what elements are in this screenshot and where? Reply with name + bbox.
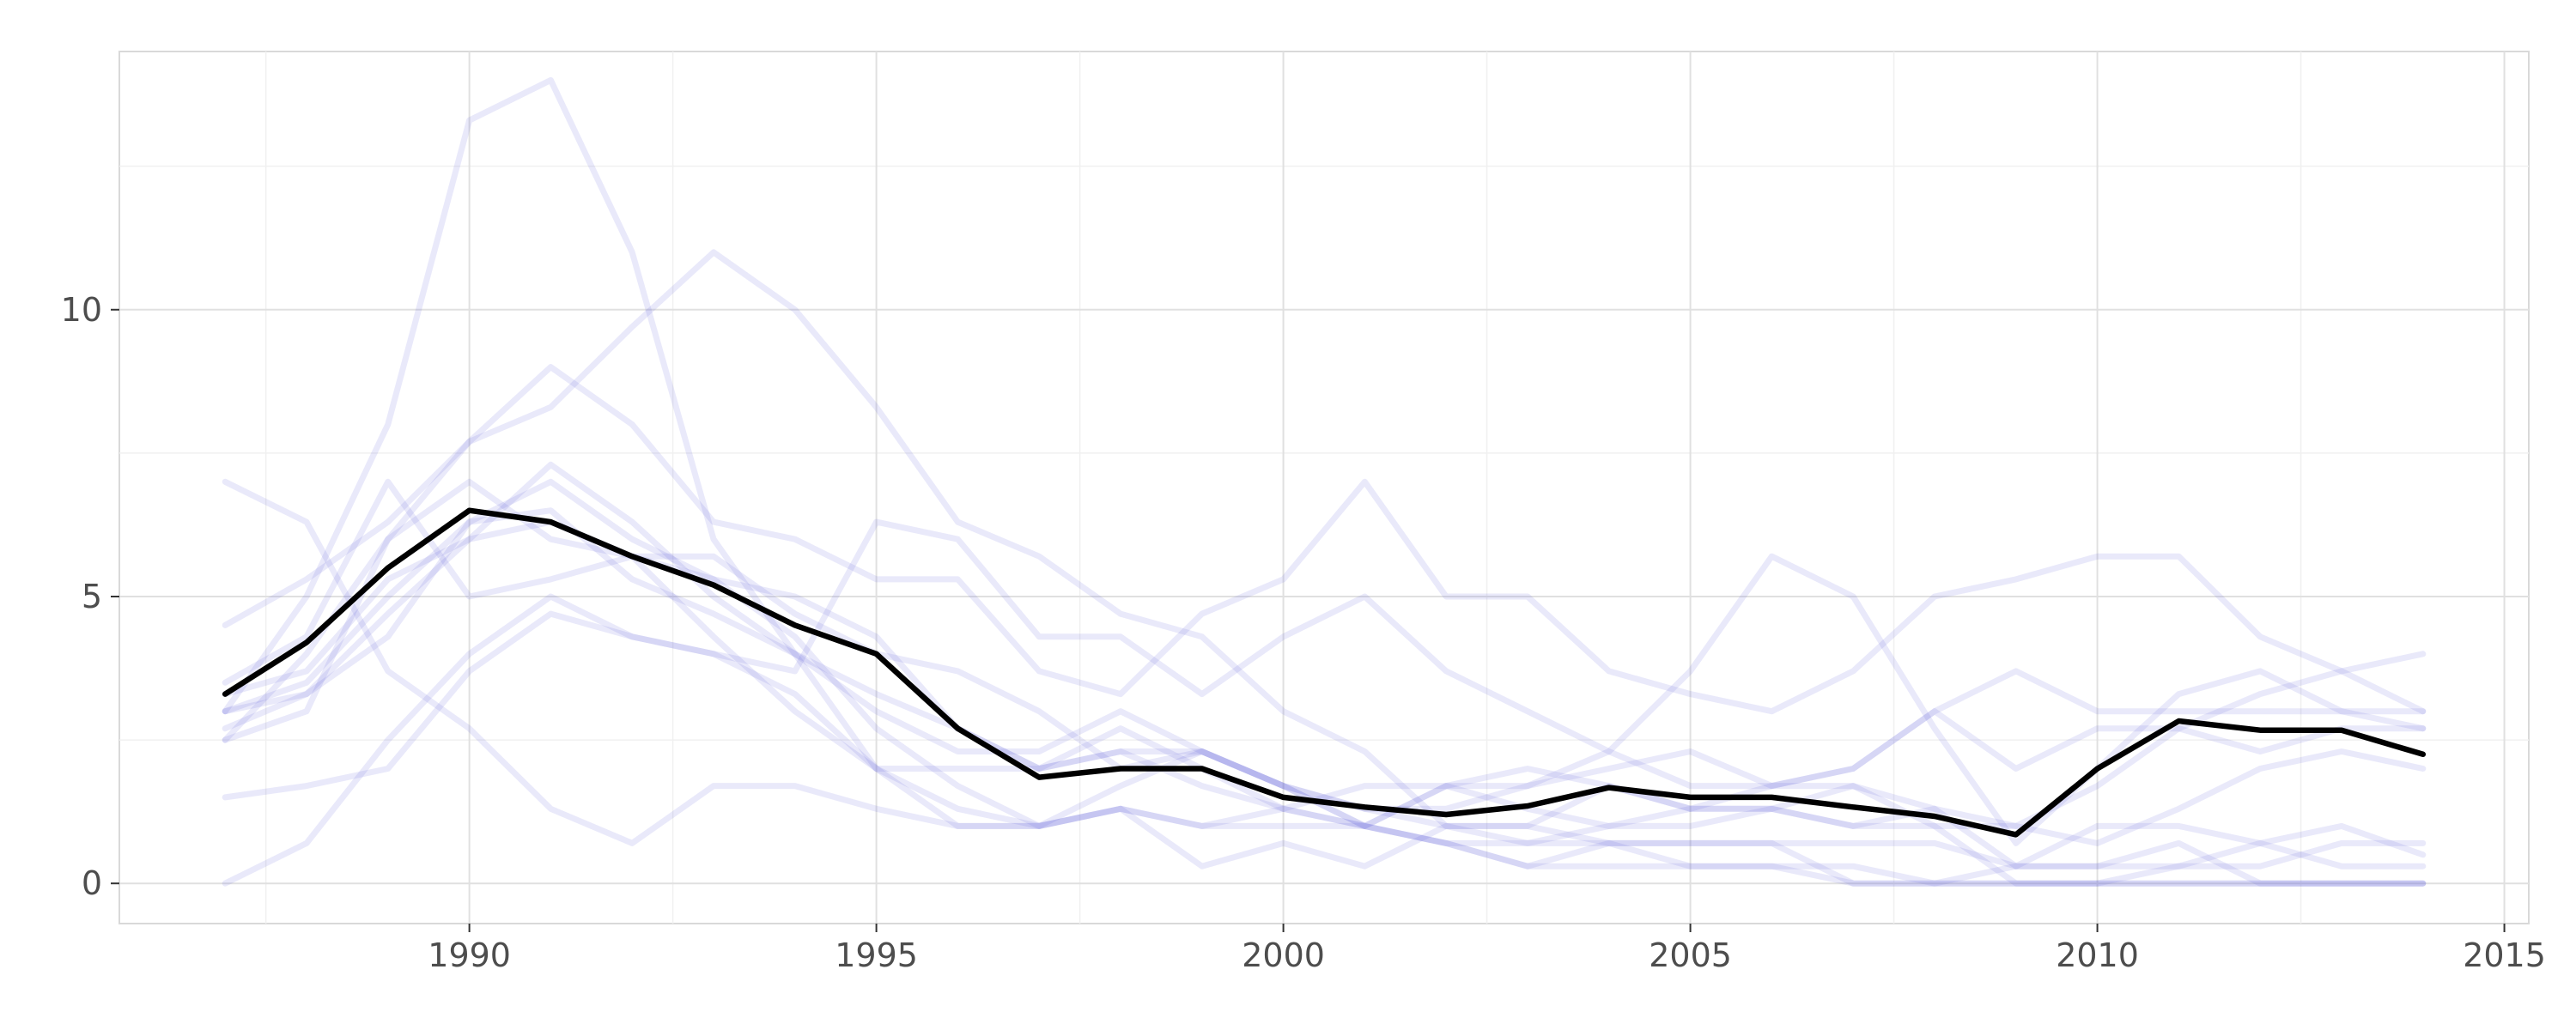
background-series-line-1 (222, 593, 2427, 887)
x-tick-label: 2010 (2056, 936, 2139, 974)
highlight-series-group (222, 507, 2427, 838)
background-series-line-9 (222, 478, 2427, 846)
y-axis: 0 5 10 (61, 291, 119, 902)
x-tick-label: 1990 (428, 936, 511, 974)
minor-gridlines (119, 52, 2529, 924)
x-tick-label: 1995 (835, 936, 918, 974)
major-gridlines (119, 52, 2529, 924)
background-series-line-10 (222, 478, 2427, 829)
background-series-line-3 (222, 249, 2427, 887)
x-tick-label: 2015 (2463, 936, 2546, 974)
x-tick-label: 2000 (1242, 936, 1325, 974)
x-tick-label: 2005 (1649, 936, 1732, 974)
x-axis: 1990 1995 2000 2005 2010 2015 (428, 924, 2546, 974)
background-series-line-4 (222, 364, 2427, 715)
background-series-line-5 (222, 478, 2427, 887)
plot-panel (118, 51, 2530, 924)
y-tick-label: 5 (82, 578, 102, 615)
background-series-line-7 (222, 518, 2427, 801)
y-tick-label: 10 (61, 291, 102, 329)
background-series-line-6 (222, 461, 2427, 887)
y-tick-label: 0 (82, 864, 102, 902)
background-series-line-2 (222, 76, 2427, 869)
background-series-line-8 (222, 478, 2427, 887)
highlight-series-line (222, 507, 2427, 838)
background-series-line-11 (222, 507, 2427, 887)
